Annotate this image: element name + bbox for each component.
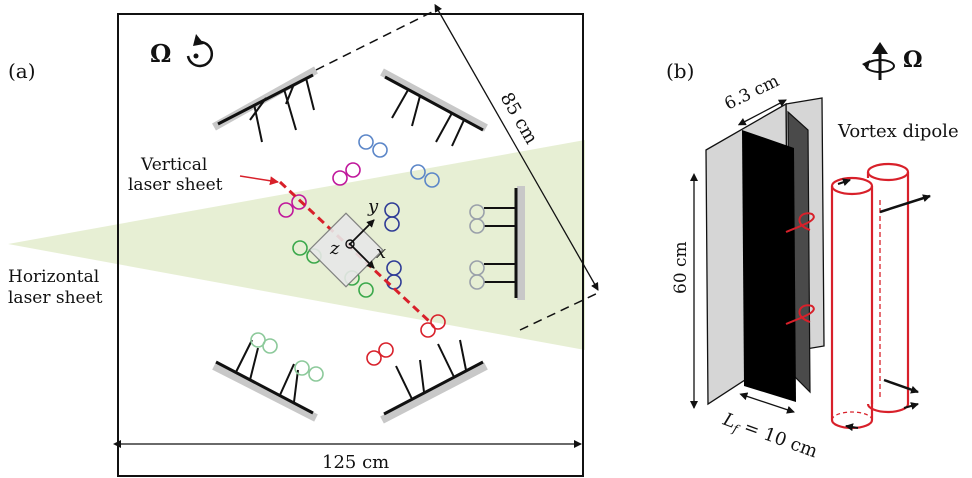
vertical-laser-label-line2: laser sheet [128, 175, 223, 195]
dipole-flow-arrow-bottom [883, 378, 919, 394]
vortex-pair-magenta-1 [332, 162, 361, 186]
panel-a-label: (a) [8, 59, 36, 83]
flap-assembly-bottom-right [380, 339, 488, 424]
dim-diagonal-arrow [434, 3, 599, 291]
omega-symbol-b: Ω [903, 47, 923, 73]
flap-vortex-top [785, 212, 815, 233]
vortex-pair-blue-2 [410, 164, 440, 188]
dim-flap-label: Lf = 10 cm [719, 409, 821, 465]
panel-a: (a) 85 cm 125 cm Ω [8, 3, 601, 477]
dim-gap-label: 6.3 cm [721, 71, 782, 114]
vortex-pair-gray-2 [469, 260, 485, 290]
vertical-laser-label-line1: Vertical [140, 155, 207, 175]
vortex-pair-magenta-2 [278, 194, 307, 218]
flap-assembly-right [484, 186, 525, 300]
tank-dashed-edge-top [315, 7, 441, 71]
flap-black [742, 130, 796, 402]
axis-y-label: y [367, 196, 379, 217]
vortex-pair-red-1 [420, 314, 446, 338]
vertical-laser-sheet [278, 180, 432, 324]
cylinder-left [830, 176, 874, 430]
coordinate-frame: y x z [308, 196, 386, 288]
flap-assembly-bottom-left [212, 339, 318, 422]
vortex-pair-lightgreen-2 [294, 360, 324, 382]
panel-b: (b) 6.3 cm 60 cm Lf = 10 cm Ω Vortex dip… [666, 42, 959, 465]
dipole-rotation-arrow-top [837, 178, 851, 187]
rotation-axis-icon [862, 42, 895, 80]
panel-b-label: (b) [666, 59, 694, 83]
vortex-dipole-cylinders [830, 162, 910, 430]
flap-vortex-bottom [785, 304, 815, 325]
rotation-arrow-icon [186, 34, 214, 68]
dim-width-label: 125 cm [322, 452, 389, 473]
axis-z-label: z [329, 238, 340, 259]
vortex-pair-blue-1 [358, 134, 388, 158]
dim-flap-value: = 10 cm [736, 415, 821, 463]
horizontal-laser-label-line2: laser sheet [8, 288, 103, 308]
dim-gap-arrow [737, 99, 787, 126]
horizontal-laser-label-line1: Horizontal [8, 267, 99, 287]
dipole-rotation-arrow-right [903, 402, 919, 410]
flap-assembly-top-right [380, 68, 488, 147]
axis-x-label: x [376, 242, 386, 263]
dim-height-label: 60 cm [671, 241, 691, 294]
vortex-pair-gray-1 [469, 204, 485, 234]
dipole-rotation-arrow-bottom [845, 423, 859, 432]
vortex-pair-lightgreen-1 [250, 332, 278, 354]
dim-flap-arrow [739, 392, 795, 414]
horizontal-laser-sheet [8, 140, 585, 350]
flap-assembly-top-left [212, 66, 318, 143]
dim-diagonal-label: 85 cm [496, 89, 542, 148]
vortex-pair-navy-1 [384, 202, 400, 232]
dipole-flow-arrow-top [879, 194, 931, 214]
vertical-laser-pointer [239, 175, 279, 186]
vortex-pair-red-2 [366, 342, 394, 366]
omega-symbol-a: Ω [150, 39, 171, 68]
vortex-dipole-label: Vortex dipole [837, 121, 959, 142]
cylinder-right [866, 162, 910, 414]
